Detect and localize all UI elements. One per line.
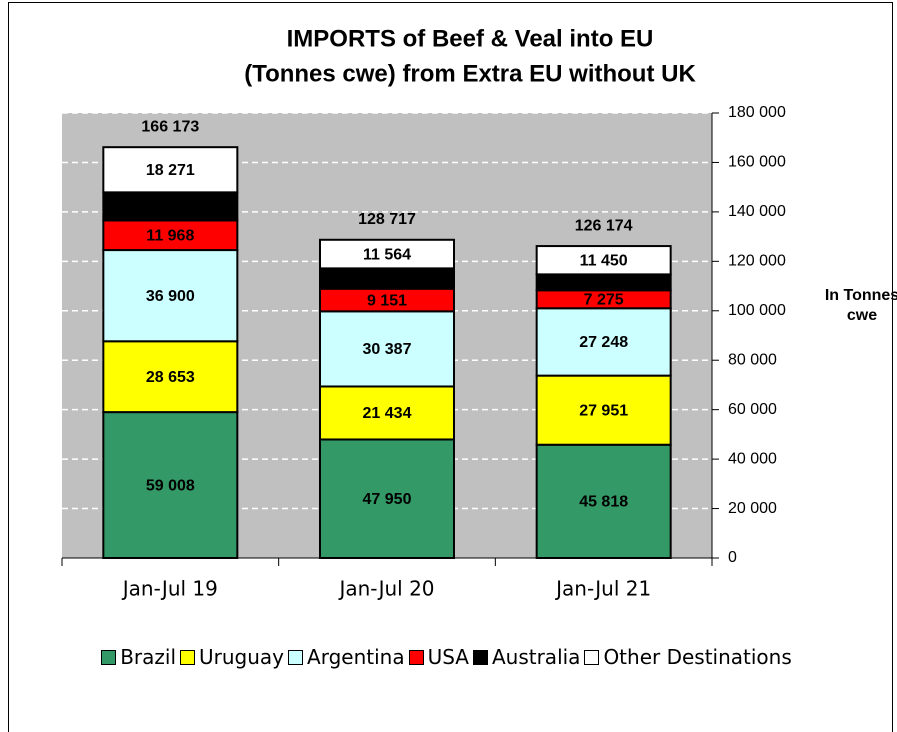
- y-tick-label: 100 000: [728, 302, 786, 319]
- legend-label: Brazil: [120, 645, 177, 669]
- data-label: 11 450: [580, 252, 628, 269]
- chart-border: [8, 2, 893, 732]
- data-label: 59 008: [146, 477, 195, 494]
- chart-title: IMPORTS of Beef & Veal into EU: [287, 25, 654, 52]
- data-label: 45 818: [579, 494, 628, 511]
- total-label: 128 717: [358, 211, 416, 228]
- data-label: 27 248: [579, 334, 628, 351]
- x-tick-label: Jan-Jul 20: [337, 577, 434, 601]
- chart-title: (Tonnes cwe) from Extra EU without UK: [244, 60, 696, 87]
- bar-segment: [319, 238, 455, 270]
- legend-item: USA: [408, 645, 469, 669]
- y-tick-label: 180 000: [728, 104, 786, 121]
- bar-segment: [102, 219, 239, 252]
- legend-item: Australia: [472, 645, 581, 669]
- legend-swatch: [101, 649, 117, 665]
- bar-segment: [102, 340, 239, 414]
- bar-segment: [102, 191, 239, 222]
- legend-swatch: [472, 649, 488, 665]
- data-label: 21 434: [363, 405, 412, 422]
- total-label: 126 174: [575, 217, 633, 234]
- legend-item: Other Destinations: [584, 645, 792, 669]
- bar-segment: [535, 273, 672, 292]
- data-label: 47 950: [363, 491, 412, 508]
- data-label: 27 951: [579, 402, 628, 419]
- legend-label: Argentina: [307, 645, 405, 669]
- bar-segment: [102, 146, 239, 194]
- bar-segment: [102, 411, 239, 559]
- y-tick-label: 0: [728, 549, 737, 566]
- bar-segment: [319, 310, 455, 388]
- bar-segment: [319, 267, 455, 290]
- legend-swatch: [408, 649, 424, 665]
- y-tick-label: 160 000: [728, 154, 786, 171]
- bar-segment: [535, 443, 672, 559]
- legend-item: Uruguay: [180, 645, 284, 669]
- legend-swatch: [288, 649, 304, 665]
- y-tick-label: 140 000: [728, 203, 786, 220]
- y-tick-label: 20 000: [728, 500, 777, 517]
- y-tick-label: 60 000: [728, 401, 777, 418]
- bar-segment: [319, 385, 455, 441]
- legend: Brazil Uruguay Argentina USA Australia Other …: [0, 645, 897, 669]
- bar-segment: [535, 245, 672, 276]
- data-label: 28 653: [146, 369, 195, 386]
- y-tick-label: 40 000: [728, 450, 777, 467]
- total-label: 166 173: [141, 118, 199, 135]
- data-label: 18 271: [146, 162, 195, 179]
- legend-item: Brazil: [101, 645, 176, 669]
- data-label: 36 900: [146, 288, 195, 305]
- legend-label: USA: [427, 645, 469, 669]
- data-label: 7 275: [584, 291, 624, 308]
- y-tick-label: 80 000: [728, 351, 777, 368]
- data-label: 11 564: [363, 246, 411, 263]
- legend-item: Argentina: [288, 645, 405, 669]
- legend-label: Other Destinations: [603, 645, 792, 669]
- legend-label: Uruguay: [199, 645, 285, 669]
- legend-swatch: [180, 649, 196, 665]
- x-tick-label: Jan-Jul 19: [121, 577, 218, 601]
- legend-swatch: [584, 649, 600, 665]
- data-label: 30 387: [363, 341, 412, 358]
- x-tick-label: Jan-Jul 21: [554, 577, 651, 601]
- legend-label: Australia: [491, 645, 581, 669]
- data-label: 9 151: [367, 292, 407, 309]
- bar-segment: [102, 249, 239, 343]
- y-tick-label: 120 000: [728, 253, 786, 270]
- data-label: 11 968: [146, 227, 194, 244]
- y-axis-label: In Tonnes cwe: [824, 287, 897, 324]
